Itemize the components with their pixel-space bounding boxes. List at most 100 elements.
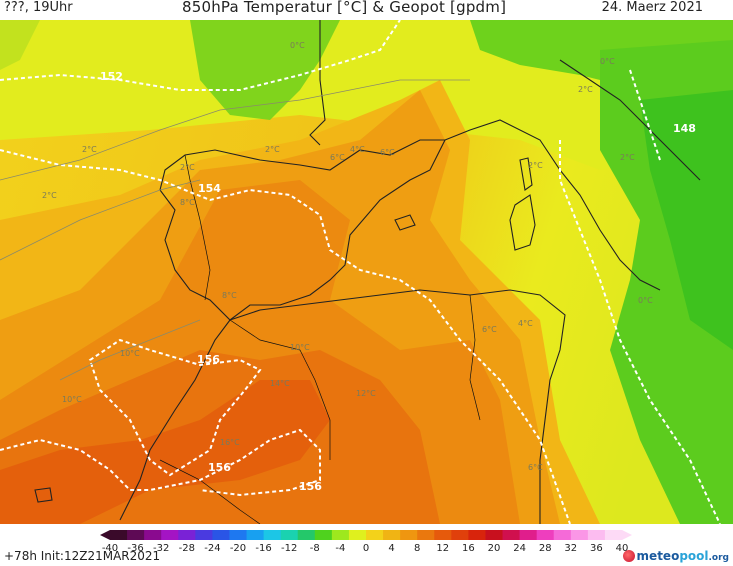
weather-map: 152 154 156 156 156 156 148 0°C 2°C 2°C … <box>0 20 733 524</box>
temp-label: 16°C <box>220 438 240 447</box>
legend-tick: -8 <box>310 543 320 554</box>
temp-zone-cold-nw <box>0 20 40 70</box>
chart-title: 850hPa Temperatur [°C] & Geopot [gpdm] <box>182 0 507 16</box>
legend-swatch <box>604 530 623 540</box>
temp-label: 12°C <box>356 389 376 398</box>
legend-swatch <box>297 530 316 540</box>
legend-tick: 36 <box>590 543 603 554</box>
temp-label: 0°C <box>638 296 653 305</box>
temp-label: 8°C <box>180 198 195 207</box>
legend-tick: -12 <box>281 543 297 554</box>
contour-156-west <box>88 338 262 477</box>
legend-swatch <box>110 530 128 540</box>
legend-swatch <box>417 530 435 540</box>
legend-swatch <box>331 530 350 540</box>
legend-swatch <box>229 530 248 540</box>
temp-label: 2°C <box>620 153 635 162</box>
temp-label: 0°C <box>600 57 615 66</box>
temp-label: 10°C <box>62 395 82 404</box>
borders <box>159 154 481 524</box>
legend-tick: 24 <box>513 543 526 554</box>
temp-label: 14°C <box>270 379 290 388</box>
temp-label: 4°C <box>518 319 533 328</box>
legend-tick: 8 <box>414 543 420 554</box>
algeria-tunisia-border <box>469 294 481 421</box>
legend-tick-labels: -40 -36 -32 -28 -24 -20 -16 -12 -8 -4 0 4 8 12 16 20 24 2… <box>102 543 629 554</box>
contour-label: 156 <box>208 461 231 474</box>
legend-color-bar <box>100 530 632 540</box>
corsica <box>519 157 533 191</box>
color-legend: -40 -36 -32 -28 -24 -20 -16 -12 -8 -4 0 4 8 12 16 20 24 2… <box>100 530 632 554</box>
legend-swatch <box>195 530 213 540</box>
france-atlantic-coast <box>309 20 326 146</box>
legend-swatch <box>161 530 179 540</box>
temp-label: 2°C <box>42 191 57 200</box>
legend-arrow-right <box>622 530 632 540</box>
legend-swatch <box>280 530 299 540</box>
temperature-labels: 0°C 2°C 2°C 0°C 2°C 4°C 6°C 6°C 8°C 8°C … <box>42 41 653 472</box>
isotherms <box>0 79 470 381</box>
morocco-coast <box>119 319 231 521</box>
legend-swatch <box>246 530 265 540</box>
contour-156-east <box>0 428 321 497</box>
legend-swatch <box>536 530 555 540</box>
north-africa-coast <box>229 289 566 524</box>
contour-150 <box>559 140 721 524</box>
temp-zone-cold-n <box>190 20 340 120</box>
temp-label: 6°C <box>528 463 543 472</box>
contour-152 <box>0 20 401 91</box>
temp-label: 10°C <box>120 349 140 358</box>
legend-tick: 12 <box>436 543 449 554</box>
legend-tick: -36 <box>127 543 143 554</box>
geopotential-contours <box>0 20 721 524</box>
contour-148 <box>629 69 661 161</box>
legend-tick: -20 <box>230 543 246 554</box>
legend-swatch <box>502 530 521 540</box>
legend-swatch <box>383 530 401 540</box>
contour-label: 156 <box>197 353 220 366</box>
canary-islands <box>34 487 53 503</box>
legend-swatch <box>400 530 418 540</box>
temp-label: 6°C <box>482 325 497 334</box>
legend-swatch <box>553 530 572 540</box>
temp-label: 2°C <box>180 163 195 172</box>
isotherm-2 <box>0 79 470 181</box>
temp-label: 8°C <box>222 291 237 300</box>
temp-label: 2°C <box>578 85 593 94</box>
legend-tick: 4 <box>388 543 394 554</box>
sardinia <box>509 194 536 251</box>
legend-tick: -40 <box>102 543 118 554</box>
legend-swatch <box>468 530 486 540</box>
contour-label: 154 <box>198 182 221 195</box>
legend-tick: 0 <box>363 543 369 554</box>
temp-label: 6°C <box>380 148 395 157</box>
temp-label: 2°C <box>265 145 280 154</box>
legend-tick: -16 <box>255 543 271 554</box>
contour-labels: 152 154 156 156 156 156 148 <box>100 70 696 493</box>
legend-swatch <box>178 530 196 540</box>
temp-zone-14-16 <box>0 380 330 524</box>
legend-swatch <box>434 530 452 540</box>
legend-swatch <box>587 530 606 540</box>
legend-swatch <box>314 530 333 540</box>
legend-swatch <box>570 530 589 540</box>
italy-west-coast <box>444 119 661 291</box>
isotherm-4 <box>0 179 201 261</box>
contour-154 <box>0 149 571 524</box>
temp-label: 2°C <box>82 145 97 154</box>
legend-swatch <box>485 530 504 540</box>
coastlines <box>34 20 701 524</box>
legend-tick: -32 <box>153 543 169 554</box>
meteopool-logo[interactable]: meteopool.org <box>622 549 729 563</box>
legend-tick: 32 <box>564 543 577 554</box>
valid-date: 24. Maerz 2021 <box>601 0 703 15</box>
contour-label: 152 <box>100 70 123 83</box>
temp-label: 4°C <box>350 145 365 154</box>
morocco-southern-border <box>159 459 261 524</box>
isotherm-8 <box>59 319 201 381</box>
run-info: +78h Init:12Z21MAR2021 <box>4 549 161 563</box>
legend-swatch <box>348 530 367 540</box>
legend-tick: 16 <box>462 543 475 554</box>
iberia-coast <box>159 139 446 321</box>
temp-label: 10°C <box>290 343 310 352</box>
